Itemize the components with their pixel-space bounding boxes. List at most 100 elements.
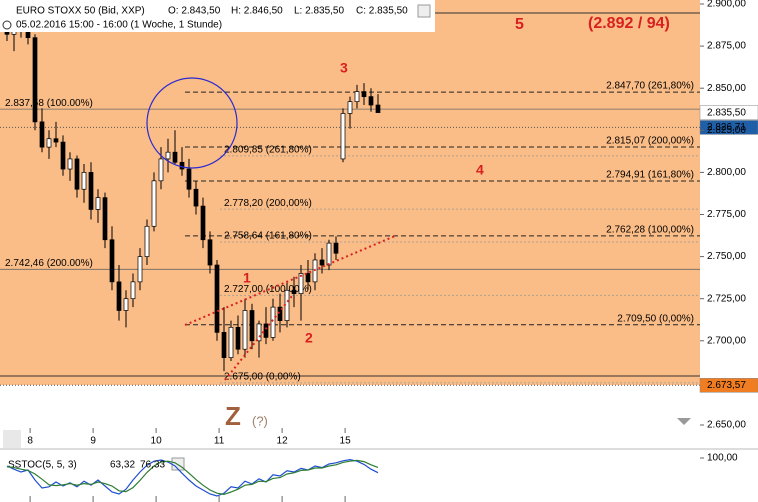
header-box	[0, 0, 435, 32]
candle-body	[88, 172, 94, 210]
stoch-line	[6, 459, 379, 496]
candle-body	[60, 141, 66, 170]
candle-body	[361, 91, 367, 97]
wave-label: 2	[305, 330, 313, 346]
candle-body	[46, 138, 52, 148]
candle-body	[123, 298, 129, 311]
candle-body	[200, 205, 206, 241]
candle-body	[298, 273, 304, 294]
plot-background	[0, 0, 700, 385]
x-tick-label: 8	[27, 436, 33, 447]
price-marker	[699, 105, 758, 120]
price-marker-label: 2.673,57	[707, 380, 746, 391]
candle-body	[102, 197, 108, 241]
y-tick-label: 2.800,00	[707, 167, 746, 178]
candle-body	[256, 323, 262, 342]
candle-body	[207, 239, 213, 266]
wave-label: 4	[476, 162, 484, 178]
candle-body	[270, 306, 276, 338]
fib-label: 2.809,85 (261,80%)	[224, 144, 312, 155]
ohlc-open: O: 2.843,50	[168, 6, 221, 17]
candle-body	[67, 158, 73, 170]
x-tick-label: 10	[151, 436, 163, 447]
y-tick-label: 2.725,00	[707, 293, 746, 304]
candle-body	[137, 256, 143, 283]
candle-body	[263, 323, 269, 338]
stoch-title: SSTOC(5, 5, 3)	[8, 460, 77, 471]
candle-body	[277, 306, 283, 321]
y-tick-label: 2.650,00	[707, 420, 746, 431]
y-tick-label: 2.750,00	[707, 251, 746, 262]
x-tick-label: 12	[277, 436, 289, 447]
candle-body	[305, 273, 311, 283]
settings-button[interactable]	[417, 4, 431, 18]
candle-body	[347, 101, 353, 114]
candle-body	[130, 281, 136, 300]
y-tick-label: 100,00	[707, 453, 738, 464]
highlight-circle	[146, 77, 238, 169]
wave-label: 1	[243, 270, 251, 286]
candle-body	[193, 188, 199, 207]
fib-label: 2.742,46 (200.00%)	[5, 258, 93, 269]
candle-body	[74, 158, 80, 190]
x-tick-label: 9	[90, 436, 96, 447]
candle-body	[186, 168, 192, 190]
fib-label: 2.837,58 (100.00%)	[5, 98, 93, 109]
y-tick-label: 2.775,00	[707, 209, 746, 220]
candle-body	[214, 264, 220, 333]
y-tick-label: 2.850,00	[707, 83, 746, 94]
stoch-value: 63,32	[110, 460, 135, 471]
x-tick-label: 15	[340, 436, 352, 447]
candle-body	[116, 281, 122, 311]
candle-body	[81, 172, 87, 190]
candle-body	[165, 151, 171, 160]
candle-body	[158, 158, 164, 182]
candle-body	[228, 326, 234, 358]
candle-body	[319, 259, 325, 266]
target-label: (2.892 / 94)	[588, 15, 670, 32]
candle-body	[172, 151, 178, 163]
x-tick-label: 11	[214, 436, 225, 447]
y-tick-label: 2.900,00	[707, 0, 746, 10]
candle-body	[221, 332, 227, 358]
wave-note: (?)	[252, 413, 268, 428]
trend-line	[184, 235, 396, 326]
candle-body	[39, 121, 45, 148]
candle-body	[368, 96, 374, 106]
collapse-button[interactable]	[677, 418, 691, 425]
candle-body	[333, 242, 339, 254]
y-tick-label: 2.825,00	[707, 125, 746, 136]
zoom-button[interactable]	[3, 430, 21, 448]
clock-icon	[2, 20, 12, 30]
candle-body	[151, 180, 157, 227]
y-tick-label: 2.875,00	[707, 41, 746, 52]
candle-body	[32, 37, 38, 123]
price-marker	[699, 120, 758, 135]
wave-label: Z	[225, 401, 241, 431]
candle-body	[53, 138, 59, 143]
candle-body	[375, 104, 381, 113]
candle-body	[242, 310, 248, 350]
ohlc-close: C: 2.835,50	[356, 6, 408, 17]
ohlc-high: H: 2.846,50	[231, 6, 283, 17]
candle-body	[109, 239, 115, 283]
candle-body	[95, 197, 101, 210]
instrument: EURO STOXX 50 (Bid, XXP)	[16, 6, 145, 17]
price-marker-label: 2.826,71	[707, 122, 746, 133]
wave-label: 3	[340, 60, 348, 76]
price-marker-label: 2.835,50	[707, 107, 746, 118]
fib-label: 2.762,28 (100,00%)	[606, 225, 694, 236]
candle-body	[326, 242, 332, 266]
fib-label: 2.675,00 (0,00%)	[224, 372, 301, 383]
fib-label: 2.709,50 (0,00%)	[617, 313, 694, 324]
candle-body	[340, 113, 346, 160]
stoch-value: 76,33	[140, 460, 165, 471]
fib-label: 2.847,70 (261,80%)	[606, 81, 694, 92]
candle-body	[354, 91, 360, 103]
price-marker	[699, 378, 758, 393]
fib-label: 2.815,07 (200,00%)	[606, 136, 694, 147]
fib-label: 2.778,20 (200,00%)	[224, 198, 312, 209]
candle-body	[179, 161, 185, 170]
wave-label: 5	[515, 16, 524, 33]
fib-label: 2.758,64 (161,80%)	[224, 231, 312, 242]
